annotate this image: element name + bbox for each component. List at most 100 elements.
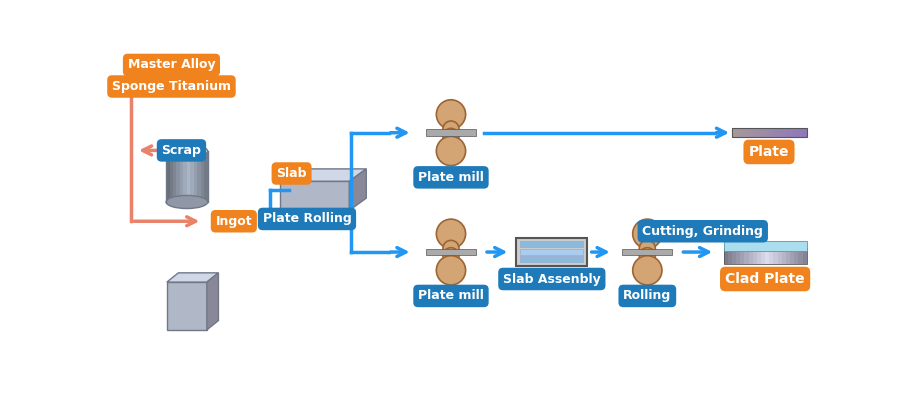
Bar xyxy=(763,128,765,137)
Bar xyxy=(187,151,190,202)
Bar xyxy=(761,128,763,137)
Circle shape xyxy=(443,248,459,264)
Bar xyxy=(805,128,807,137)
Bar xyxy=(201,151,204,202)
Text: Plate mill: Plate mill xyxy=(418,290,484,302)
Bar xyxy=(780,128,782,137)
Ellipse shape xyxy=(167,145,207,158)
Bar xyxy=(792,128,794,137)
Bar xyxy=(777,128,779,137)
Text: Plate: Plate xyxy=(749,145,789,159)
Bar xyxy=(782,248,786,264)
Bar xyxy=(736,128,738,137)
Bar xyxy=(759,128,761,137)
Circle shape xyxy=(437,219,466,248)
Bar xyxy=(728,248,733,264)
Bar xyxy=(732,128,734,137)
Circle shape xyxy=(443,240,459,256)
Bar xyxy=(765,128,767,137)
Text: Slab: Slab xyxy=(277,167,307,180)
Circle shape xyxy=(437,100,466,129)
Bar xyxy=(735,128,737,137)
Text: Scrap: Scrap xyxy=(162,144,201,157)
Bar xyxy=(749,248,753,264)
Bar xyxy=(799,128,801,137)
Polygon shape xyxy=(207,273,218,330)
Bar xyxy=(753,248,757,264)
Bar xyxy=(622,249,672,255)
Bar xyxy=(794,248,799,264)
Bar xyxy=(748,128,751,137)
Bar xyxy=(754,128,756,137)
Bar xyxy=(756,128,758,137)
Bar xyxy=(790,128,793,137)
Bar xyxy=(796,128,798,137)
Bar xyxy=(733,128,735,137)
Bar xyxy=(732,248,736,264)
Bar xyxy=(521,248,583,255)
Bar xyxy=(167,151,169,202)
Text: Cutting, Grinding: Cutting, Grinding xyxy=(642,225,763,238)
Bar xyxy=(782,128,784,137)
Bar xyxy=(745,128,747,137)
Bar xyxy=(740,248,744,264)
Text: Ingot: Ingot xyxy=(216,215,252,228)
Bar xyxy=(197,151,201,202)
Text: Sponge Titanium: Sponge Titanium xyxy=(112,80,231,93)
Polygon shape xyxy=(280,169,366,181)
Bar xyxy=(744,128,746,137)
Bar xyxy=(173,151,177,202)
Bar xyxy=(521,256,583,262)
Bar xyxy=(177,151,180,202)
Bar xyxy=(786,248,791,264)
Circle shape xyxy=(632,256,662,285)
Bar xyxy=(774,128,776,137)
Bar xyxy=(736,248,741,264)
Circle shape xyxy=(640,240,655,256)
Bar xyxy=(194,151,197,202)
Bar xyxy=(757,248,762,264)
Bar xyxy=(517,238,587,266)
Bar xyxy=(789,128,791,137)
Bar xyxy=(768,128,770,137)
Bar xyxy=(762,128,763,137)
Circle shape xyxy=(437,136,466,166)
Bar xyxy=(426,249,476,255)
Bar xyxy=(765,248,770,264)
Circle shape xyxy=(443,128,459,144)
Bar xyxy=(803,248,807,264)
Bar xyxy=(794,128,795,137)
Bar xyxy=(167,151,207,202)
Bar xyxy=(804,128,805,137)
Circle shape xyxy=(640,248,655,264)
Bar xyxy=(775,128,777,137)
Bar xyxy=(180,151,184,202)
Text: Master Alloy: Master Alloy xyxy=(127,58,216,72)
Bar xyxy=(786,128,788,137)
Bar xyxy=(757,128,759,137)
Polygon shape xyxy=(167,273,218,282)
Text: Rolling: Rolling xyxy=(623,290,672,302)
Bar xyxy=(750,128,752,137)
Bar xyxy=(747,128,749,137)
Bar xyxy=(732,128,806,137)
Bar xyxy=(787,128,789,137)
Bar xyxy=(784,128,786,137)
Text: Plate Rolling: Plate Rolling xyxy=(263,212,351,226)
Bar xyxy=(794,128,797,137)
Bar xyxy=(426,130,476,136)
Bar xyxy=(783,128,784,137)
Bar xyxy=(752,128,753,137)
Circle shape xyxy=(437,256,466,285)
Bar xyxy=(790,248,794,264)
Bar xyxy=(723,248,728,264)
Text: Clad Plate: Clad Plate xyxy=(725,272,805,286)
Bar xyxy=(778,248,783,264)
Circle shape xyxy=(632,219,662,248)
Bar xyxy=(738,128,740,137)
Bar xyxy=(740,128,742,137)
Bar xyxy=(169,151,173,202)
Bar xyxy=(723,240,806,250)
Bar xyxy=(744,248,749,264)
Bar xyxy=(761,248,765,264)
